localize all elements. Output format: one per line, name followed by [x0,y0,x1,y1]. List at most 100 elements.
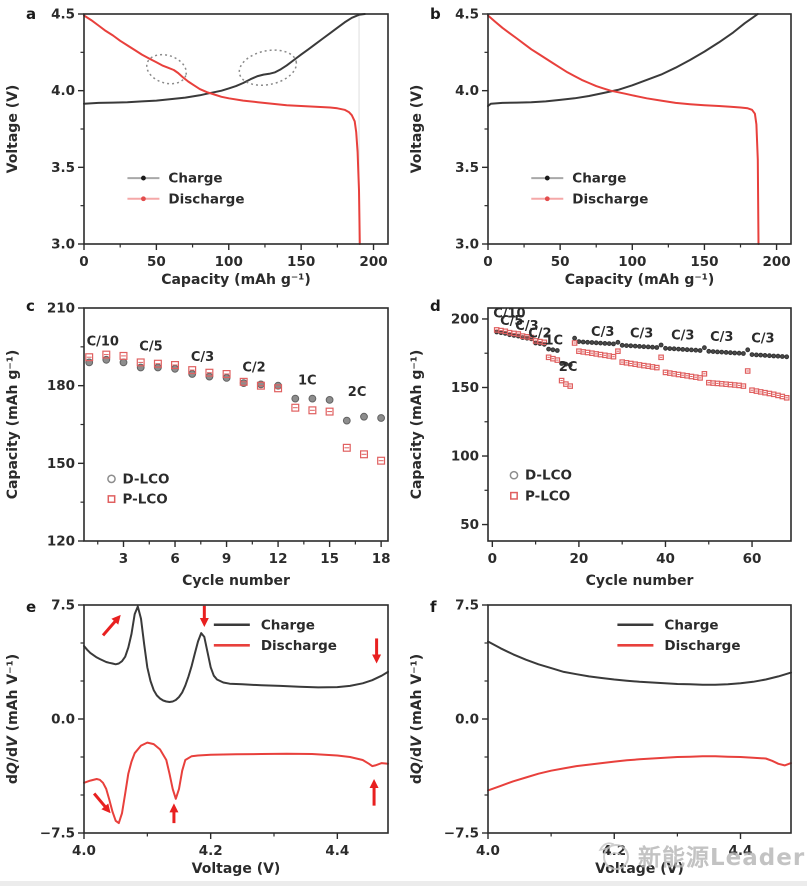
svg-text:20: 20 [570,551,589,567]
panel-c: c C/10 C/5 C/3 C/2 1C 2C D-LCO P-LCO 3 6 9 12 15 18 12… [0,292,404,593]
svg-text:C/5: C/5 [139,340,162,355]
chart-dqdv-plco: Charge Discharge 4.0 4.2 4.4 −7.5 0.0 7.5 Voltag… [409,598,792,877]
svg-text:−7.5: −7.5 [40,826,75,842]
svg-text:P-LCO: P-LCO [122,492,167,508]
chart-voltage-capacity-dlco: Charge Discharge 0 50 100 150 200 3.0 3.5 4.0 4.5 C… [5,7,389,288]
svg-text:2C: 2C [559,360,578,375]
svg-text:4.0: 4.0 [51,83,75,99]
svg-text:4.5: 4.5 [51,7,75,23]
svg-text:C/2: C/2 [528,326,551,341]
svg-text:18: 18 [372,551,391,567]
svg-text:4.5: 4.5 [455,7,479,23]
panel-f: f Charge Discharge 4.0 4.2 4.4 −7.5 0.0 7.5 Volt… [404,593,807,881]
svg-text:C/3: C/3 [630,326,653,341]
svg-text:−7.5: −7.5 [444,826,479,842]
svg-text:Cycle number: Cycle number [182,573,290,589]
svg-text:3.0: 3.0 [455,237,479,253]
svg-text:D-LCO: D-LCO [525,468,572,484]
svg-text:200: 200 [359,254,387,270]
svg-text:40: 40 [656,551,675,567]
svg-text:C/3: C/3 [591,325,614,340]
svg-text:150: 150 [451,380,479,396]
svg-text:1C: 1C [298,373,317,388]
panel-a: a Charge Discharge 0 50 100 150 200 3.0 3.5 4.0 4.… [0,0,404,292]
svg-text:150: 150 [47,456,75,472]
svg-text:Capacity (mAh g⁻¹): Capacity (mAh g⁻¹) [565,272,715,288]
svg-text:Capacity (mAh g⁻¹): Capacity (mAh g⁻¹) [5,350,21,500]
svg-text:200: 200 [451,311,479,327]
svg-text:9: 9 [222,551,231,567]
svg-text:50: 50 [147,254,166,270]
svg-text:0: 0 [488,551,497,567]
svg-text:4.0: 4.0 [72,843,96,859]
svg-text:Discharge: Discharge [261,638,337,654]
svg-text:180: 180 [47,378,75,394]
panel-letter-a: a [26,5,37,23]
chart-rate-capability: C/10 C/5 C/3 C/2 1C 2C D-LCO P-LCO 3 6 9 12 15 18 120 1… [5,301,391,590]
svg-text:15: 15 [320,551,339,567]
panel-d: d C/10 C/5 C/3 C/2 1C 2C C/3 C/3 C/3 C/3 C/3 D-LCO P… [404,292,807,593]
svg-text:150: 150 [690,254,718,270]
svg-text:Charge: Charge [664,617,718,633]
svg-text:4.2: 4.2 [199,843,223,859]
svg-text:4.2: 4.2 [602,843,626,859]
svg-text:Discharge: Discharge [168,191,244,207]
svg-text:D-LCO: D-LCO [122,471,169,487]
svg-text:Voltage (V): Voltage (V) [192,861,281,877]
panel-letter-f: f [430,598,437,616]
svg-text:3.5: 3.5 [455,160,479,176]
svg-text:Charge: Charge [168,171,222,187]
svg-text:120: 120 [47,534,75,550]
panel-letter-b: b [430,5,441,23]
svg-text:C/3: C/3 [671,329,694,344]
svg-text:C/2: C/2 [242,360,265,375]
svg-text:100: 100 [215,254,243,270]
svg-text:Charge: Charge [572,171,626,187]
svg-text:50: 50 [460,517,479,533]
svg-text:C/3: C/3 [191,350,214,365]
bottom-strip [0,881,807,886]
svg-text:dQ/dV (mAh V⁻¹): dQ/dV (mAh V⁻¹) [5,654,21,784]
panel-letter-d: d [430,297,441,315]
svg-text:4.4: 4.4 [325,843,349,859]
svg-text:3: 3 [119,551,128,567]
svg-text:Charge: Charge [261,617,315,633]
chart-dqdv-dlco: Charge Discharge 4.0 4.2 4.4 −7.5 0.0 7.5 Voltag… [5,598,389,877]
svg-text:C/3: C/3 [710,330,733,345]
panel-e: e Charge Discharge 4.0 4.2 4.4 −7.5 0.0 7.5 Volt… [0,593,404,881]
panel-letter-c: c [26,297,35,315]
svg-text:2C: 2C [348,385,367,400]
svg-text:Voltage (V): Voltage (V) [595,861,684,877]
svg-text:50: 50 [551,254,570,270]
svg-text:Voltage (V): Voltage (V) [5,85,21,174]
svg-text:1C: 1C [544,333,563,348]
svg-text:0: 0 [79,254,88,270]
svg-text:4.0: 4.0 [455,83,479,99]
svg-text:C/10: C/10 [493,307,525,322]
svg-text:Capacity (mAh g⁻¹): Capacity (mAh g⁻¹) [161,272,311,288]
svg-text:100: 100 [451,449,479,465]
panel-letter-e: e [26,598,37,616]
panel-b: b Charge Discharge 0 50 100 150 200 3.0 3.5 4.0 4.… [404,0,807,292]
svg-text:4.0: 4.0 [476,843,500,859]
svg-text:Cycle number: Cycle number [586,573,694,589]
svg-text:0.0: 0.0 [51,712,75,728]
svg-text:3.5: 3.5 [51,160,75,176]
svg-text:60: 60 [743,551,762,567]
svg-text:7.5: 7.5 [51,598,75,614]
svg-text:C/3: C/3 [515,319,538,334]
svg-text:6: 6 [170,551,179,567]
svg-text:C/3: C/3 [751,331,774,346]
svg-text:P-LCO: P-LCO [525,488,570,504]
svg-text:0.0: 0.0 [455,712,479,728]
svg-text:Capacity (mAh g⁻¹): Capacity (mAh g⁻¹) [409,350,425,500]
svg-text:200: 200 [762,254,790,270]
svg-text:dQ/dV (mAh V⁻¹): dQ/dV (mAh V⁻¹) [409,654,425,784]
svg-text:Discharge: Discharge [572,191,648,207]
svg-text:C/10: C/10 [87,335,119,350]
svg-text:100: 100 [618,254,646,270]
svg-text:Voltage (V): Voltage (V) [409,85,425,174]
svg-text:7.5: 7.5 [455,598,479,614]
